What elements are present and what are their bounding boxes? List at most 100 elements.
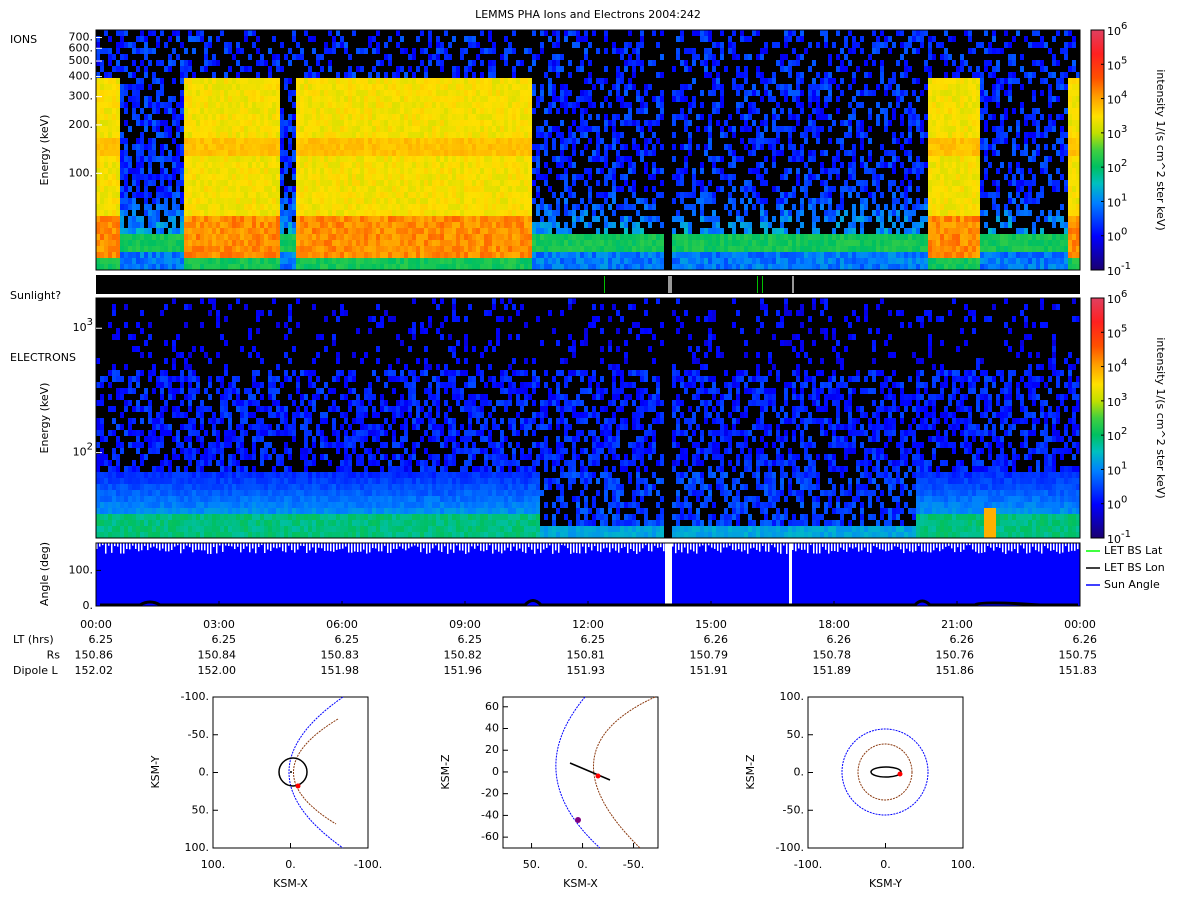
spectrogram-cell	[356, 168, 360, 174]
spectrogram-cell	[308, 174, 312, 180]
spectrogram-cell	[572, 144, 576, 150]
spectrogram-cell	[516, 162, 520, 168]
spectrogram-cell	[596, 150, 600, 156]
spectrogram-cell	[224, 258, 228, 264]
spectrogram-cell	[156, 102, 160, 108]
spectrogram-cell	[744, 258, 748, 264]
spectrogram-cell	[400, 78, 404, 84]
spectrogram-cell	[280, 210, 284, 216]
spectrogram-cell	[204, 42, 208, 48]
spectrogram-cell	[640, 258, 644, 264]
spectrogram-cell	[308, 186, 312, 192]
spectrogram-cell	[480, 78, 484, 84]
spectrogram-cell	[96, 54, 100, 60]
spectrogram-cell	[232, 132, 236, 138]
spectrogram-cell	[180, 246, 184, 252]
spectrogram-cell	[548, 234, 552, 240]
spectrogram-cell	[564, 144, 568, 150]
spectrogram-cell	[232, 78, 236, 84]
spectrogram-cell	[760, 96, 764, 102]
spectrogram-cell	[176, 186, 180, 192]
spectrogram-cell	[384, 258, 388, 264]
spectrogram-cell	[200, 168, 204, 174]
spectrogram-cell	[456, 144, 460, 150]
spectrogram-cell	[656, 234, 660, 240]
spectrogram-cell	[700, 204, 704, 210]
spectrogram-cell	[796, 54, 800, 60]
spectrogram-cell	[208, 120, 212, 126]
spectrogram-cell	[260, 144, 264, 150]
spectrogram-cell	[380, 108, 384, 114]
spectrogram-cell	[248, 192, 252, 198]
spectrogram-cell	[492, 246, 496, 252]
spectrogram-cell	[320, 186, 324, 192]
spectrogram-cell	[616, 96, 620, 102]
spectrogram-cell	[708, 258, 712, 264]
spectrogram-cell	[304, 78, 308, 84]
spectrogram-cell	[388, 156, 392, 162]
spectrogram-cell	[752, 144, 756, 150]
spectrogram-cell	[508, 84, 512, 90]
spectrogram-cell	[432, 114, 436, 120]
spectrogram-cell	[488, 216, 492, 222]
spectrogram-cell	[136, 156, 140, 162]
spectrogram-cell	[780, 234, 784, 240]
spectrogram-cell	[388, 174, 392, 180]
spectrogram-cell	[144, 240, 148, 246]
spectrogram-cell	[212, 90, 216, 96]
spectrogram-cell	[128, 222, 132, 228]
spectrogram-cell	[708, 192, 712, 198]
spectrogram-cell	[484, 156, 488, 162]
spectrogram-cell	[328, 120, 332, 126]
spectrogram-cell	[692, 240, 696, 246]
spectrogram-cell	[384, 150, 388, 156]
spectrogram-cell	[196, 264, 200, 270]
spectrogram-cell	[320, 198, 324, 204]
spectrogram-cell	[328, 96, 332, 102]
spectrogram-cell	[424, 186, 428, 192]
spectrogram-cell	[144, 174, 148, 180]
spectrogram-cell	[176, 36, 180, 42]
spectrogram-cell	[456, 108, 460, 114]
spectrogram-cell	[412, 78, 416, 84]
spectrogram-cell	[132, 204, 136, 210]
spectrogram-cell	[348, 246, 352, 252]
spectrogram-cell	[164, 168, 168, 174]
spectrogram-cell	[184, 216, 188, 222]
spectrogram-cell	[432, 246, 436, 252]
spectrogram-cell	[440, 246, 444, 252]
spectrogram-cell	[264, 168, 268, 174]
spectrogram-cell	[424, 132, 428, 138]
spectrogram-cell	[112, 180, 116, 186]
spectrogram-cell	[520, 216, 524, 222]
spectrogram-cell	[456, 264, 460, 270]
spectrogram-cell	[236, 216, 240, 222]
spectrogram-cell	[532, 240, 536, 246]
spectrogram-cell	[732, 156, 736, 162]
spectrogram-cell	[344, 210, 348, 216]
spectrogram-cell	[196, 138, 200, 144]
spectrogram-cell	[116, 96, 120, 102]
spectrogram-cell	[580, 198, 584, 204]
spectrogram-cell	[800, 54, 804, 60]
spectrogram-cell	[280, 228, 284, 234]
spectrogram-cell	[640, 216, 644, 222]
spectrogram-cell	[688, 66, 692, 72]
spectrogram-cell	[528, 156, 532, 162]
spectrogram-cell	[756, 168, 760, 174]
spectrogram-cell	[112, 114, 116, 120]
spectrogram-cell	[228, 252, 232, 258]
spectrogram-cell	[232, 108, 236, 114]
spectrogram-cell	[496, 168, 500, 174]
spectrogram-cell	[280, 132, 284, 138]
spectrogram-cell	[256, 186, 260, 192]
spectrogram-cell	[732, 30, 736, 36]
spectrogram-cell	[764, 222, 768, 228]
spectrogram-cell	[688, 150, 692, 156]
spectrogram-cell	[312, 252, 316, 258]
spectrogram-cell	[120, 264, 124, 270]
spectrogram-cell	[456, 162, 460, 168]
spectrogram-cell	[528, 246, 532, 252]
spectrogram-cell	[464, 156, 468, 162]
spectrogram-cell	[384, 138, 388, 144]
